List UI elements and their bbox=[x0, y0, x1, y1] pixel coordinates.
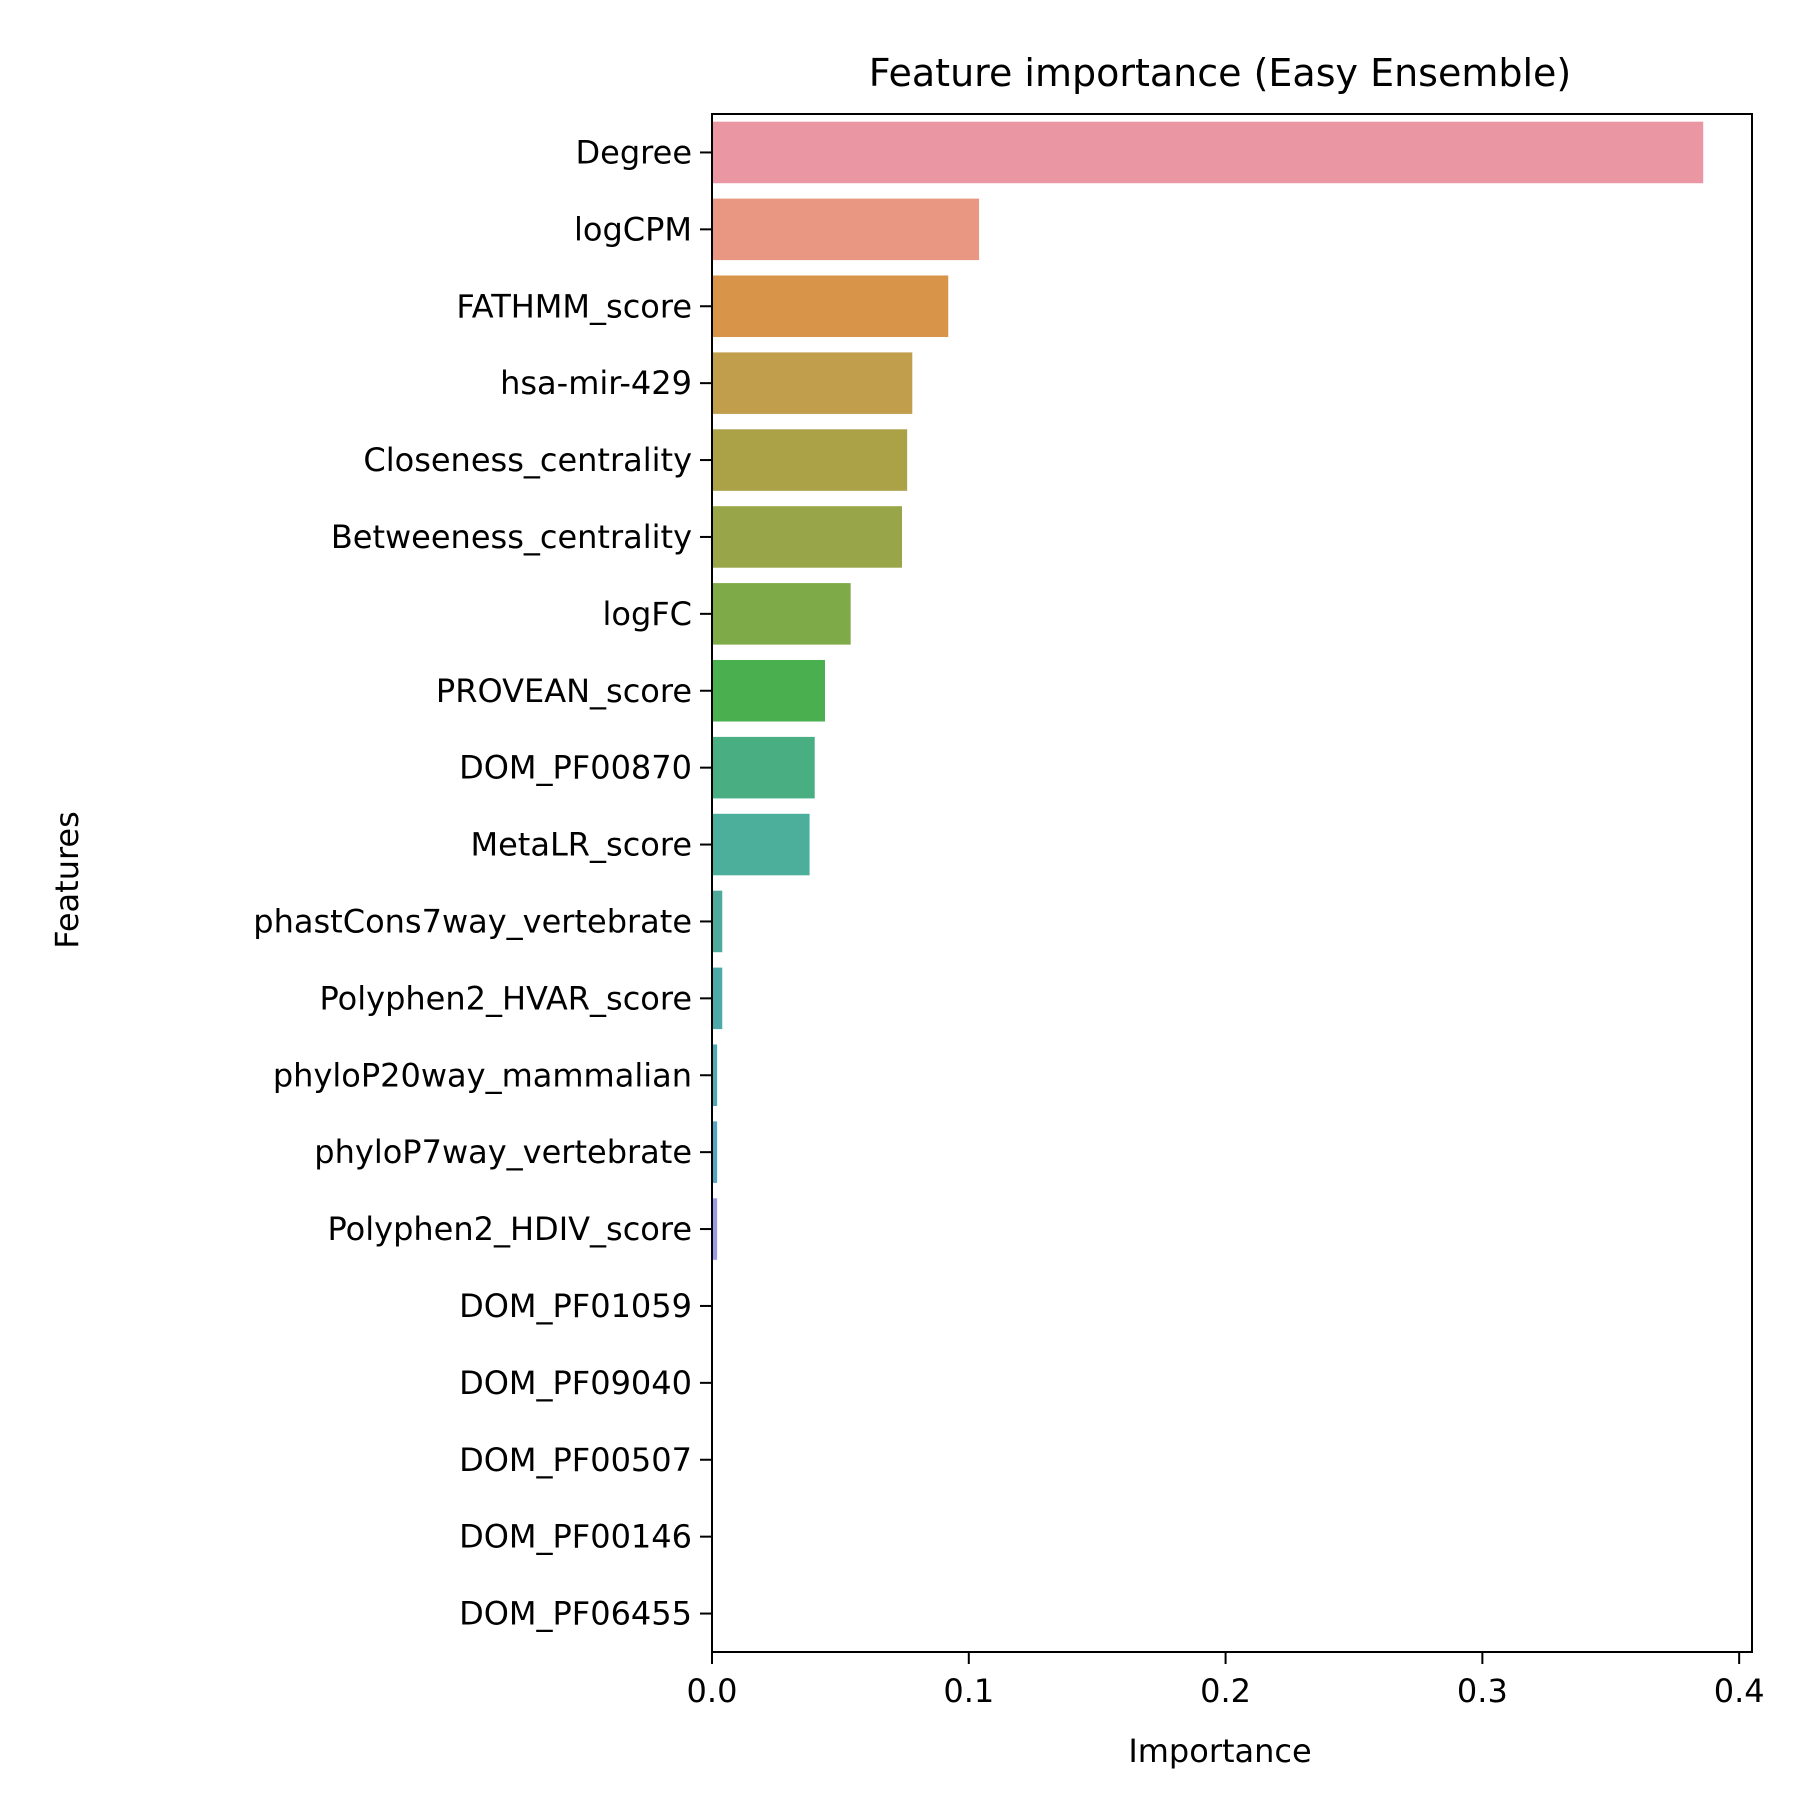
y-tick-label: DOM_PF09040 bbox=[459, 1364, 692, 1402]
y-tick-label: MetaLR_score bbox=[471, 826, 693, 864]
bar-logFC bbox=[712, 583, 851, 645]
x-tick-label: 0.4 bbox=[1714, 1672, 1765, 1710]
y-tick-label: Closeness_centrality bbox=[363, 441, 692, 479]
x-tick-label: 0.3 bbox=[1457, 1672, 1508, 1710]
y-tick-label: hsa-mir-429 bbox=[500, 364, 692, 402]
y-tick-label: Degree bbox=[576, 133, 692, 171]
bar-MetaLR_score bbox=[712, 813, 810, 876]
y-tick-label: DOM_PF00507 bbox=[459, 1441, 692, 1479]
chart-title: Feature importance (Easy Ensemble) bbox=[869, 51, 1572, 95]
bar-phyloP7way_vertebrate bbox=[712, 1121, 718, 1183]
y-tick-label: Betweeness_centrality bbox=[331, 518, 692, 556]
bar-FATHMM_score bbox=[712, 275, 949, 338]
y-tick-label: DOM_PF06455 bbox=[459, 1595, 692, 1633]
bar-Polyphen2_HDIV_score bbox=[712, 1198, 718, 1260]
x-axis-ticks: 0.0 0.1 0.2 0.3 0.4 bbox=[687, 1652, 1765, 1710]
bar-phyloP20way_mammalian bbox=[712, 1044, 718, 1107]
x-axis-label: Importance bbox=[1128, 1732, 1311, 1770]
bars-group bbox=[712, 121, 1704, 1260]
y-axis-ticks: Degree logCPM FATHMM_score hsa-mir-429 Close… bbox=[253, 133, 712, 1633]
bar-logCPM bbox=[712, 198, 980, 261]
bar-DOM_PF00870 bbox=[712, 736, 815, 799]
bar-phastCons7way_vertebrate bbox=[712, 890, 723, 953]
y-tick-label: phyloP7way_vertebrate bbox=[314, 1133, 692, 1171]
y-tick-label: Polyphen2_HVAR_score bbox=[320, 979, 693, 1017]
bar-hsa-mir-429 bbox=[712, 352, 913, 414]
y-tick-label: FATHMM_score bbox=[456, 287, 692, 325]
x-tick-label: 0.1 bbox=[943, 1672, 994, 1710]
y-tick-label: DOM_PF00870 bbox=[459, 749, 692, 787]
bar-Degree bbox=[712, 121, 1704, 184]
y-tick-label: phastCons7way_vertebrate bbox=[253, 902, 692, 940]
bar-PROVEAN_score bbox=[712, 659, 825, 722]
y-tick-label: logFC bbox=[602, 595, 692, 633]
x-tick-label: 0.0 bbox=[687, 1672, 738, 1710]
y-tick-label: DOM_PF00146 bbox=[459, 1518, 692, 1556]
bar-Closeness_centrality bbox=[712, 429, 908, 491]
plot-frame bbox=[711, 113, 1753, 1653]
y-axis-label: Features bbox=[48, 811, 86, 949]
y-tick-label: PROVEAN_score bbox=[436, 672, 692, 710]
bar-Polyphen2_HVAR_score bbox=[712, 967, 723, 1030]
y-tick-label: Polyphen2_HDIV_score bbox=[328, 1210, 693, 1248]
y-tick-label: logCPM bbox=[574, 210, 692, 248]
y-tick-label: DOM_PF01059 bbox=[459, 1287, 692, 1325]
y-tick-label: phyloP20way_mammalian bbox=[273, 1056, 692, 1094]
bar-Betweeness_centrality bbox=[712, 506, 903, 568]
x-tick-label: 0.2 bbox=[1200, 1672, 1251, 1710]
